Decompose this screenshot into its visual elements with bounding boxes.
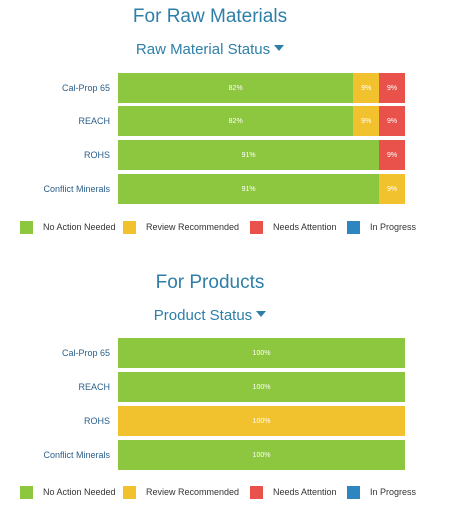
data-label: 91%	[241, 151, 256, 159]
bar-row: Conflict Minerals 100%	[0, 440, 450, 470]
category-label: Conflict Minerals	[43, 184, 110, 194]
data-label: 9%	[361, 84, 372, 92]
legend-item[interactable]: Review Recommended	[123, 485, 239, 499]
raw-material-status-label: Raw Material Status	[135, 41, 271, 58]
legend-swatch	[123, 220, 136, 234]
stacked-bar[interactable]: 91% 9%	[118, 174, 405, 204]
data-label: 9%	[387, 151, 398, 159]
legend-item[interactable]: In Progress	[347, 220, 416, 234]
legend-label: In Progress	[370, 222, 417, 232]
stacked-bar[interactable]: 82% 9% 9%	[118, 106, 405, 136]
products-legend: No Action Needed Review Recommended Needs …	[0, 485, 450, 499]
legend-label: Review Recommended	[146, 487, 240, 497]
bar-row: ROHS 100%	[0, 406, 450, 436]
category-label: ROHS	[83, 150, 110, 160]
bar-segment-no-action[interactable]: 91%	[118, 174, 380, 204]
data-label: 100%	[252, 383, 271, 391]
category-label: REACH	[78, 382, 110, 392]
legend-item[interactable]: No Action Needed	[20, 220, 116, 234]
stacked-bar[interactable]: 91% 9%	[118, 140, 405, 170]
bar-segment-attention[interactable]: 9%	[379, 106, 405, 136]
caret-down-icon	[274, 45, 285, 51]
legend-label: Needs Attention	[273, 222, 337, 232]
data-label: 91%	[241, 185, 256, 193]
legend-item[interactable]: No Action Needed	[20, 485, 116, 499]
legend-label: No Action Needed	[43, 222, 116, 232]
data-label: 9%	[387, 117, 398, 125]
data-label: 100%	[252, 417, 271, 425]
legend-swatch	[347, 220, 360, 234]
category-label: Cal-Prop 65	[61, 83, 110, 93]
bar-segment-no-action[interactable]: 82%	[118, 106, 354, 136]
data-label: 100%	[252, 451, 271, 459]
category-label: Conflict Minerals	[43, 450, 110, 460]
raw-material-status-dropdown[interactable]: Raw Material Status	[0, 41, 420, 58]
legend-item[interactable]: Needs Attention	[250, 220, 337, 234]
stacked-bar[interactable]: 100%	[118, 372, 405, 402]
bar-segment-attention[interactable]: 9%	[379, 73, 405, 103]
category-label: Cal-Prop 65	[61, 348, 110, 358]
category-label: ROHS	[83, 416, 110, 426]
bar-row: Cal-Prop 65 82% 9% 9%	[0, 73, 450, 103]
bar-segment-no-action[interactable]: 82%	[118, 73, 354, 103]
legend-swatch	[123, 485, 136, 499]
legend-item[interactable]: Review Recommended	[123, 220, 239, 234]
bar-row: Cal-Prop 65 100%	[0, 338, 450, 368]
bar-row: REACH 100%	[0, 372, 450, 402]
legend-swatch	[20, 485, 33, 499]
bar-segment-review[interactable]: 9%	[379, 174, 405, 204]
stacked-bar[interactable]: 100%	[118, 406, 405, 436]
caret-down-icon	[256, 311, 267, 317]
products-title: For Products	[155, 272, 265, 293]
legend-label: Needs Attention	[273, 487, 337, 497]
legend-swatch	[20, 220, 33, 234]
product-status-dropdown[interactable]: Product Status	[0, 307, 420, 324]
bar-segment-no-action[interactable]: 100%	[118, 372, 405, 402]
bar-row: Conflict Minerals 91% 9%	[0, 174, 450, 204]
raw-materials-legend: No Action Needed Review Recommended Needs …	[0, 220, 450, 234]
legend-item[interactable]: In Progress	[347, 485, 416, 499]
data-label: 82%	[228, 117, 243, 125]
data-label: 9%	[361, 117, 372, 125]
data-label: 82%	[228, 84, 243, 92]
bar-segment-review[interactable]: 9%	[353, 73, 380, 103]
stacked-bar[interactable]: 100%	[118, 440, 405, 470]
legend-label: In Progress	[370, 487, 417, 497]
data-label: 9%	[387, 84, 398, 92]
stacked-bar[interactable]: 100%	[118, 338, 405, 368]
legend-swatch	[250, 485, 263, 499]
legend-swatch	[347, 485, 360, 499]
data-label: 100%	[252, 349, 271, 357]
product-status-label: Product Status	[153, 307, 253, 324]
bar-segment-no-action[interactable]: 91%	[118, 140, 380, 170]
raw-materials-title: For Raw Materials	[132, 6, 288, 27]
bar-row: ROHS 91% 9%	[0, 140, 450, 170]
legend-swatch	[250, 220, 263, 234]
legend-label: Review Recommended	[146, 222, 240, 232]
legend-label: No Action Needed	[43, 487, 116, 497]
bar-segment-attention[interactable]: 9%	[379, 140, 405, 170]
bar-segment-no-action[interactable]: 100%	[118, 338, 405, 368]
legend-item[interactable]: Needs Attention	[250, 485, 337, 499]
bar-row: REACH 82% 9% 9%	[0, 106, 450, 136]
category-label: REACH	[78, 116, 110, 126]
data-label: 9%	[387, 185, 398, 193]
stacked-bar[interactable]: 82% 9% 9%	[118, 73, 405, 103]
bar-segment-review[interactable]: 100%	[118, 406, 405, 436]
bar-segment-review[interactable]: 9%	[353, 106, 380, 136]
bar-segment-no-action[interactable]: 100%	[118, 440, 405, 470]
